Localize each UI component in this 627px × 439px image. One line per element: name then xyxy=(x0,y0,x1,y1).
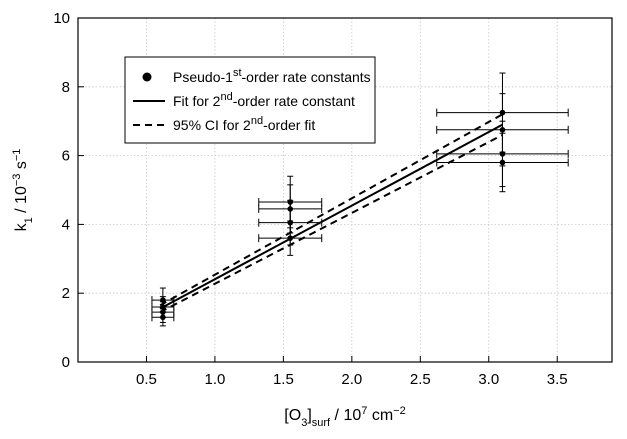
data-point-11 xyxy=(499,159,506,166)
data-point-1 xyxy=(160,304,166,310)
x-axis-label: [O3]surf / 107 cm−2 xyxy=(284,405,405,429)
series-line-ci-upper xyxy=(159,113,503,307)
y-tick-label-2: 4 xyxy=(62,216,70,233)
plot-frame xyxy=(77,17,613,363)
series-line-fit xyxy=(159,123,503,310)
legend-marker-0 xyxy=(142,72,152,82)
data-point-8 xyxy=(499,109,506,116)
legend-label-1: Fit for 2nd-order rate constant xyxy=(173,91,355,109)
y-axis-label: k1 / 10−3 s−1 xyxy=(11,149,35,232)
fit-lines xyxy=(159,113,503,314)
x-tick-label-0: 0.5 xyxy=(136,371,157,388)
legend: Pseudo-1st-order rate constants Fit for 2… xyxy=(124,56,376,144)
legend-box xyxy=(124,56,376,144)
data-point-3 xyxy=(160,314,166,321)
y-tick-label-1: 2 xyxy=(62,285,70,302)
y-tick-label-5: 10 xyxy=(53,10,70,27)
y-tick-label-3: 6 xyxy=(62,148,70,165)
data-point-7 xyxy=(287,235,294,241)
y-tick-label-4: 8 xyxy=(62,79,70,96)
x-tick-label-6: 3.5 xyxy=(547,371,568,388)
data-point-9 xyxy=(499,127,506,133)
data-point-4 xyxy=(287,199,294,205)
tick-labels: 0.5 1.0 1.5 2.0 2.5 3.0 3.5 0 2 4 6 8 10 xyxy=(53,10,567,388)
x-tick-label-1: 1.0 xyxy=(204,371,225,388)
y-tick-label-0: 0 xyxy=(62,354,70,371)
x-tick-label-3: 2.0 xyxy=(341,371,362,388)
legend-label-0: Pseudo-1st-order rate constants xyxy=(173,67,371,85)
data-point-2 xyxy=(160,309,166,315)
data-point-5 xyxy=(287,206,294,212)
x-tick-label-5: 3.0 xyxy=(478,371,499,388)
axis-ticks xyxy=(78,17,558,363)
data-point-0 xyxy=(160,297,166,303)
series-line-ci-lower xyxy=(159,134,503,314)
x-tick-label-2: 1.5 xyxy=(273,371,294,388)
legend-label-2: 95% CI for 2nd-order fit xyxy=(173,115,315,133)
data-points xyxy=(160,109,506,321)
data-point-10 xyxy=(499,151,506,157)
data-point-6 xyxy=(287,219,294,226)
x-tick-label-4: 2.5 xyxy=(410,371,431,388)
